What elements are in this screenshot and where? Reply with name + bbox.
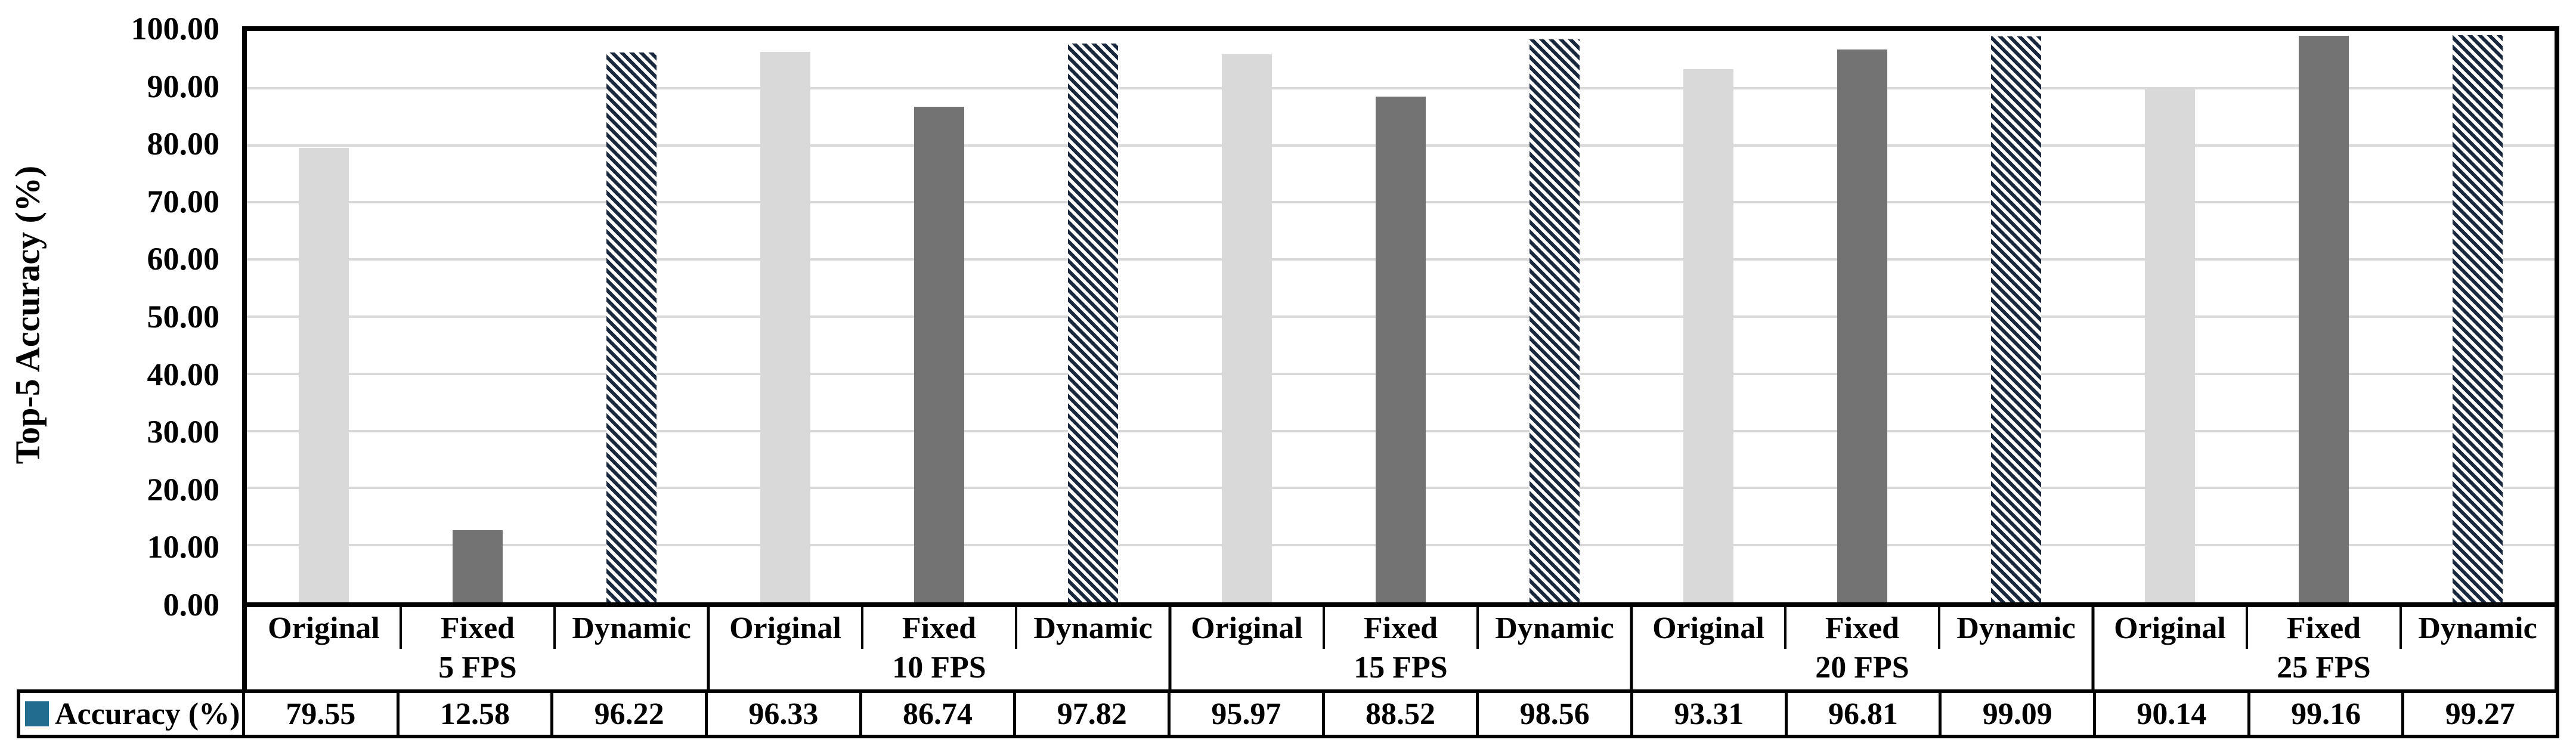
y-tick-label: 60.00 (147, 241, 220, 277)
bar-dynamic-15-fps (1530, 39, 1580, 602)
x-group-label: 15 FPS (1354, 651, 1448, 685)
y-axis-tick-labels: 100.00 90.00 80.00 70.00 60.00 50.00 40.00 30.0… (0, 11, 220, 623)
bar-original-25-fps (2145, 87, 2195, 602)
bars-layer (247, 31, 2555, 602)
group-separator (1168, 607, 1172, 689)
series-label: Accuracy (%) (55, 697, 240, 731)
y-tick-label: 70.00 (147, 183, 220, 219)
table-legend-cell: Accuracy (%) (20, 693, 242, 735)
legend-marker-square (25, 701, 49, 726)
bar-fixed-5-fps (453, 530, 503, 602)
x-category-label: Original (2114, 611, 2226, 645)
table-value-cell: 99.16 (2247, 693, 2402, 735)
x-category-label: Dynamic (1033, 611, 1153, 645)
x-axis-band: Original Fixed Dynamic Original Fixed Dynamic… (242, 602, 2559, 689)
y-tick-label: 0.00 (163, 587, 220, 623)
x-group-label: 5 FPS (438, 651, 517, 685)
bar-fixed-20-fps (1837, 49, 1887, 602)
category-separator (2246, 607, 2248, 649)
table-value-cell: 96.22 (550, 693, 705, 735)
gridline (247, 86, 2555, 89)
table-value-cell: 99.09 (1939, 693, 2093, 735)
table-value-cell: 97.82 (1013, 693, 1168, 735)
bar-dynamic-5-fps (606, 52, 657, 602)
category-separator (1938, 607, 1940, 649)
table-value-cell: 99.27 (2401, 693, 2556, 735)
x-category-row: Original Fixed Dynamic Original Fixed Dynamic… (247, 607, 2555, 649)
x-category-label: Dynamic (2418, 611, 2537, 645)
y-tick-label: 100.00 (131, 11, 220, 47)
category-separator (2399, 607, 2402, 649)
category-separator (1476, 607, 1479, 649)
bar-original-15-fps (1222, 54, 1272, 602)
bar-fixed-25-fps (2299, 36, 2349, 602)
table-value-cell: 93.31 (1630, 693, 1785, 735)
y-tick-label: 80.00 (147, 126, 220, 162)
bar-fixed-15-fps (1376, 96, 1426, 602)
y-tick-label: 40.00 (147, 356, 220, 392)
bar-original-10-fps (760, 52, 810, 602)
x-group-label: 20 FPS (1815, 651, 1909, 685)
table-value-cell: 12.58 (396, 693, 551, 735)
table-value-cell: 95.97 (1168, 693, 1322, 735)
x-category-label: Dynamic (1495, 611, 1614, 645)
table-value-cell: 88.52 (1321, 693, 1476, 735)
category-separator (861, 607, 863, 649)
group-separator (2091, 607, 2095, 689)
category-separator (1323, 607, 1325, 649)
data-table: Accuracy (%) 79.55 12.58 96.22 96.33 86.74 97… (17, 689, 2559, 738)
x-group-label: 10 FPS (892, 651, 986, 685)
bar-original-5-fps (299, 147, 349, 602)
table-value-cell: 96.81 (1784, 693, 1939, 735)
x-group-row: 5 FPS 10 FPS 15 FPS 20 FPS 25 FPS (247, 649, 2555, 689)
y-tick-label: 90.00 (147, 68, 220, 104)
table-value-cell: 98.56 (1476, 693, 1630, 735)
x-category-label: Original (1191, 611, 1303, 645)
table-value-cell: 90.14 (2093, 693, 2247, 735)
category-separator (400, 607, 402, 649)
y-tick-label: 10.00 (147, 529, 220, 565)
y-tick-label: 20.00 (147, 471, 220, 508)
bar-dynamic-20-fps (1991, 36, 2041, 602)
category-separator (1014, 607, 1017, 649)
category-separator (1784, 607, 1787, 649)
x-category-label: Fixed (1363, 611, 1438, 645)
group-separator (707, 607, 710, 689)
bar-dynamic-10-fps (1068, 43, 1118, 602)
x-category-label: Original (1652, 611, 1764, 645)
plot-area (242, 26, 2559, 602)
table-value-cell: 86.74 (859, 693, 1014, 735)
x-group-label: 25 FPS (2277, 651, 2371, 685)
x-category-label: Fixed (440, 611, 515, 645)
bar-fixed-10-fps (914, 107, 964, 602)
bar-original-20-fps (1683, 69, 1733, 602)
x-category-label: Original (268, 611, 380, 645)
category-separator (553, 607, 556, 649)
x-category-label: Dynamic (1956, 611, 2076, 645)
x-category-label: Original (729, 611, 841, 645)
y-tick-label: 50.00 (147, 299, 220, 335)
x-category-label: Dynamic (572, 611, 691, 645)
group-separator (1630, 607, 1633, 689)
table-value-cell: 96.33 (705, 693, 859, 735)
x-category-label: Fixed (902, 611, 977, 645)
y-tick-label: 30.00 (147, 414, 220, 450)
bar-dynamic-25-fps (2453, 35, 2503, 602)
x-category-label: Fixed (2286, 611, 2361, 645)
x-category-label: Fixed (1825, 611, 1900, 645)
table-value-cell: 79.55 (242, 693, 397, 735)
